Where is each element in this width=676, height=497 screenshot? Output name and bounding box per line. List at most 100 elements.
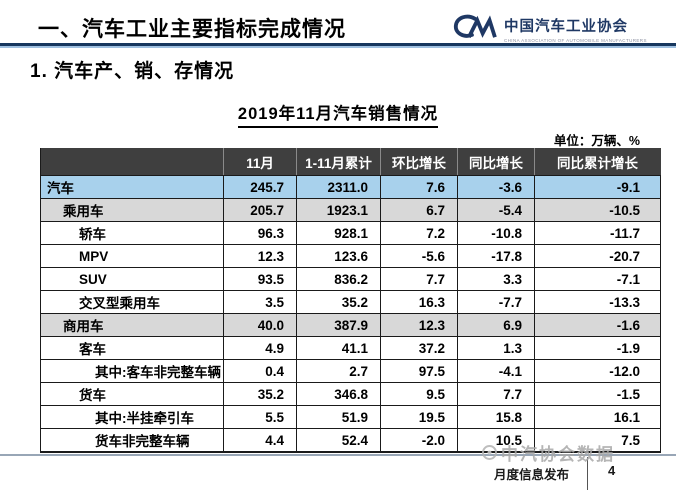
value-cell: 1.3 (457, 336, 535, 360)
header-rule-light (0, 46, 676, 48)
watermark: 中汽协会数据 (482, 440, 615, 465)
value-cell: -7.7 (457, 290, 535, 314)
footer-divider (587, 457, 588, 490)
value-cell: -20.7 (534, 244, 661, 268)
value-cell: 387.9 (296, 313, 381, 337)
value-cell: 52.4 (296, 428, 381, 453)
value-cell: 51.9 (296, 405, 381, 429)
value-cell: 0.4 (223, 359, 297, 383)
column-header: 11月 (223, 148, 297, 176)
value-cell: 9.5 (380, 382, 458, 406)
table-title: 2019年11月汽车销售情况 (237, 100, 439, 128)
column-header: 同比增长 (457, 148, 535, 176)
value-cell: 123.6 (296, 244, 381, 268)
header-rule-dark (0, 43, 676, 46)
value-cell: 35.2 (296, 290, 381, 314)
unit-label: 单位：万辆、% (553, 134, 640, 148)
value-cell: -7.1 (534, 267, 661, 291)
sales-table-body: 汽车 245.7 2311.0 7.6 -3.6 -9.1 乘用车 205.7 1923.1 6.… (40, 175, 661, 453)
table-row: 商用车 40.0 387.9 12.3 6.9 -1.6 (40, 313, 661, 337)
row-label: 交叉型乘用车 (40, 290, 224, 314)
value-cell: 10.5 (457, 428, 535, 453)
table-row: 交叉型乘用车 3.5 35.2 16.3 -7.7 -13.3 (40, 290, 661, 314)
column-header: 同比累计增长 (534, 148, 661, 176)
row-label: 货车非完整车辆 (40, 428, 224, 453)
table-row: 客车 4.9 41.1 37.2 1.3 -1.9 (40, 336, 661, 360)
row-label: 其中:客车非完整车辆 (40, 359, 224, 383)
value-cell: 6.9 (457, 313, 535, 337)
value-cell: 12.3 (380, 313, 458, 337)
value-cell: 96.3 (223, 221, 297, 245)
org-name: 中国汽车工业协会 (504, 19, 628, 35)
value-cell: 16.3 (380, 290, 458, 314)
value-cell: 7.7 (457, 382, 535, 406)
table-row: 货车 35.2 346.8 9.5 7.7 -1.5 (40, 382, 661, 406)
value-cell: 40.0 (223, 313, 297, 337)
value-cell: 97.5 (380, 359, 458, 383)
value-cell: 16.1 (534, 405, 661, 429)
org-name-en: CHINA ASSOCIATION OF AUTOMOBILE MANUFACT… (504, 38, 647, 43)
watermark-seal-icon (482, 445, 497, 460)
value-cell: 7.6 (380, 175, 458, 199)
value-cell: 2311.0 (296, 175, 381, 199)
column-header: 1-11月累计 (296, 148, 381, 176)
value-cell: 2.7 (296, 359, 381, 383)
value-cell: -10.8 (457, 221, 535, 245)
value-cell: -4.1 (457, 359, 535, 383)
value-cell: 7.2 (380, 221, 458, 245)
value-cell: 12.3 (223, 244, 297, 268)
table-row: MPV 12.3 123.6 -5.6 -17.8 -20.7 (40, 244, 661, 268)
page-number: 4 (608, 463, 616, 478)
value-cell: -3.6 (457, 175, 535, 199)
row-label: 客车 (40, 336, 224, 360)
row-label: 乘用车 (40, 198, 224, 222)
value-cell: 3.5 (223, 290, 297, 314)
section-title: 1. 汽车产、销、存情况 (30, 61, 235, 82)
value-cell: -12.0 (534, 359, 661, 383)
value-cell: -2.0 (380, 428, 458, 453)
row-label: 其中:半挂牵引车 (40, 405, 224, 429)
value-cell: -11.7 (534, 221, 661, 245)
row-label: 汽车 (40, 175, 224, 199)
value-cell: -13.3 (534, 290, 661, 314)
value-cell: 346.8 (296, 382, 381, 406)
value-cell: -5.6 (380, 244, 458, 268)
table-row: 其中:客车非完整车辆 0.4 2.7 97.5 -4.1 -12.0 (40, 359, 661, 383)
sales-table: 11月 1-11月累计 环比增长 同比增长 同比累计增长 汽车 245.7 2311.0 7.… (40, 148, 661, 453)
slide-title: 一、汽车工业主要指标完成情况 (38, 18, 346, 41)
value-cell: 836.2 (296, 267, 381, 291)
value-cell: -1.9 (534, 336, 661, 360)
row-label: 货车 (40, 382, 224, 406)
value-cell: 41.1 (296, 336, 381, 360)
value-cell: -9.1 (534, 175, 661, 199)
value-cell: 15.8 (457, 405, 535, 429)
value-cell: 19.5 (380, 405, 458, 429)
table-row: 其中:半挂牵引车 5.5 51.9 19.5 15.8 16.1 (40, 405, 661, 429)
footer-label: 月度信息发布 (494, 468, 570, 482)
value-cell: -17.8 (457, 244, 535, 268)
footer-rule (0, 454, 676, 456)
value-cell: 4.4 (223, 428, 297, 453)
table-row: 乘用车 205.7 1923.1 6.7 -5.4 -10.5 (40, 198, 661, 222)
value-cell: 245.7 (223, 175, 297, 199)
row-label: MPV (40, 244, 224, 268)
value-cell: -1.5 (534, 382, 661, 406)
value-cell: -5.4 (457, 198, 535, 222)
value-cell: 205.7 (223, 198, 297, 222)
sales-table-head: 11月 1-11月累计 环比增长 同比增长 同比累计增长 (40, 148, 661, 176)
row-label: SUV (40, 267, 224, 291)
caam-swoosh-icon (453, 14, 497, 39)
value-cell: 3.3 (457, 267, 535, 291)
row-label: 商用车 (40, 313, 224, 337)
value-cell: 5.5 (223, 405, 297, 429)
value-cell: 4.9 (223, 336, 297, 360)
table-row: 货车非完整车辆 4.4 52.4 -2.0 10.5 7.5 (40, 428, 661, 453)
watermark-text: 中汽协会数据 (501, 445, 615, 464)
row-label: 轿车 (40, 221, 224, 245)
value-cell: 35.2 (223, 382, 297, 406)
value-cell: 928.1 (296, 221, 381, 245)
column-header-blank (40, 148, 224, 176)
value-cell: 6.7 (380, 198, 458, 222)
table-row: 汽车 245.7 2311.0 7.6 -3.6 -9.1 (40, 175, 661, 199)
table-row: SUV 93.5 836.2 7.7 3.3 -7.1 (40, 267, 661, 291)
